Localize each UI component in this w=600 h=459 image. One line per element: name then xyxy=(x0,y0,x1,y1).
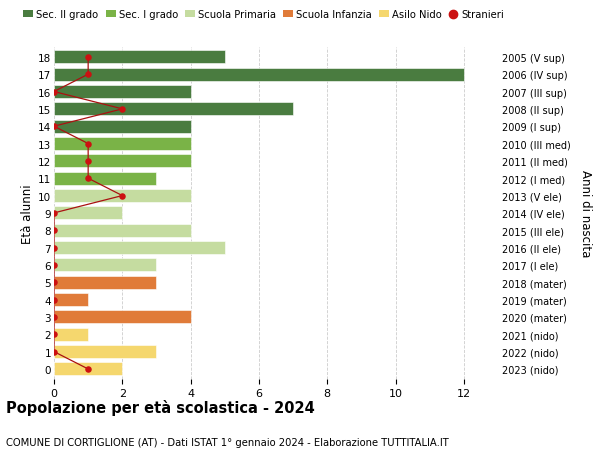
Text: COMUNE DI CORTIGLIONE (AT) - Dati ISTAT 1° gennaio 2024 - Elaborazione TUTTITALI: COMUNE DI CORTIGLIONE (AT) - Dati ISTAT … xyxy=(6,437,449,448)
Point xyxy=(49,279,59,286)
Bar xyxy=(54,172,157,185)
Point xyxy=(49,348,59,356)
Bar xyxy=(54,293,88,307)
Bar xyxy=(54,207,122,220)
Bar xyxy=(54,224,191,237)
Point xyxy=(49,331,59,338)
Bar xyxy=(54,103,293,116)
Point xyxy=(83,54,93,62)
Point xyxy=(118,192,127,200)
Point xyxy=(49,313,59,321)
Bar xyxy=(54,120,191,134)
Bar xyxy=(54,276,157,289)
Bar xyxy=(54,259,157,272)
Bar xyxy=(54,155,191,168)
Bar xyxy=(54,138,191,151)
Point xyxy=(83,175,93,183)
Point xyxy=(83,365,93,373)
Point xyxy=(83,158,93,165)
Point xyxy=(49,262,59,269)
Point xyxy=(83,140,93,148)
Y-axis label: Anni di nascita: Anni di nascita xyxy=(579,170,592,257)
Bar xyxy=(54,68,464,82)
Bar xyxy=(54,311,191,324)
Bar xyxy=(54,328,88,341)
Point xyxy=(49,210,59,217)
Point xyxy=(49,227,59,235)
Point xyxy=(83,71,93,78)
Point xyxy=(49,89,59,96)
Point xyxy=(49,296,59,303)
Legend: Sec. II grado, Sec. I grado, Scuola Primaria, Scuola Infanzia, Asilo Nido, Stran: Sec. II grado, Sec. I grado, Scuola Prim… xyxy=(23,10,504,20)
Bar xyxy=(54,51,225,64)
Point xyxy=(118,106,127,113)
Text: Popolazione per età scolastica - 2024: Popolazione per età scolastica - 2024 xyxy=(6,399,315,415)
Bar xyxy=(54,345,157,358)
Bar xyxy=(54,363,122,375)
Point xyxy=(49,244,59,252)
Bar xyxy=(54,241,225,255)
Point xyxy=(49,123,59,131)
Y-axis label: Età alunni: Età alunni xyxy=(21,184,34,243)
Bar xyxy=(54,86,191,99)
Bar xyxy=(54,190,191,202)
